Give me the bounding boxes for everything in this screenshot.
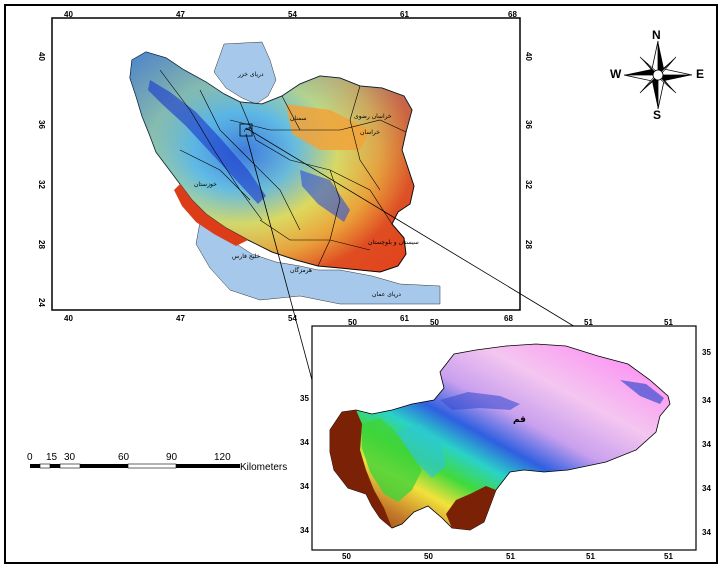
lon-tick-top-3: 54 xyxy=(288,10,297,19)
inset-city-label: قم xyxy=(513,415,526,425)
lat-tick-right-2: 36 xyxy=(523,120,533,129)
compass-west-label: W xyxy=(610,67,622,81)
compass-north-label: N xyxy=(652,28,661,42)
caspian-sea xyxy=(213,41,277,105)
scale-bar xyxy=(30,463,240,469)
connector-line-left xyxy=(245,133,313,381)
label-khorasan-razavi: خراسان رضوی xyxy=(354,113,392,120)
scale-tick-15: 15 xyxy=(46,452,58,463)
scale-tick-90: 90 xyxy=(166,452,178,463)
inset-right-tick-2: 34 xyxy=(702,396,711,405)
inset-bottom-tick-3: 51 xyxy=(506,552,515,561)
lat-tick-left-3: 32 xyxy=(36,180,46,189)
inset-bottom-tick-1: 50 xyxy=(342,552,351,561)
compass-south-label: S xyxy=(653,108,662,122)
cyan-zone xyxy=(396,424,446,478)
inset-bottom-tick-2: 50 xyxy=(424,552,433,561)
lon-tick-bottom-5: 68 xyxy=(504,314,513,323)
lon-tick-top-2: 47 xyxy=(176,10,185,19)
scale-tick-60: 60 xyxy=(118,452,130,463)
label-persian-gulf: خلیج فارس xyxy=(232,253,260,260)
inset-left-tick-4: 34 xyxy=(300,526,309,535)
southwest-highland xyxy=(330,410,392,528)
inset-bottom-tick-4: 51 xyxy=(586,552,595,561)
lon-tick-bottom-2: 47 xyxy=(176,314,185,323)
inset-left-tick-3: 34 xyxy=(300,482,309,491)
east-ridge xyxy=(620,380,664,404)
coastal-lowland xyxy=(174,184,248,246)
label-khorasan: خراسان xyxy=(360,129,380,136)
zagros-ridge xyxy=(148,80,266,204)
label-sistan: سیستان و بلوچستان xyxy=(368,239,419,246)
compass-east-label: E xyxy=(696,67,705,81)
lon-tick-top-5: 68 xyxy=(508,10,517,19)
inset-right-tick-5: 34 xyxy=(702,528,711,537)
inset-top-tick-4: 51 xyxy=(664,318,673,327)
lat-tick-right-4: 28 xyxy=(523,240,533,249)
inset-bottom-tick-5: 51 xyxy=(664,552,673,561)
persian-gulf xyxy=(195,221,441,305)
qom-highlight-box xyxy=(239,123,253,137)
lat-tick-left-2: 36 xyxy=(36,120,46,129)
scale-tick-0: 0 xyxy=(27,452,33,463)
label-caspian: دریای خزر xyxy=(237,71,264,78)
lat-tick-left-5: 24 xyxy=(36,298,46,307)
province-borders xyxy=(159,69,407,267)
label-oman-sea: دریای عمان xyxy=(372,291,401,298)
south-highland xyxy=(446,486,496,530)
inset-left-tick-1: 35 xyxy=(300,394,309,403)
inset-top-tick-2: 50 xyxy=(430,318,439,327)
scale-unit-label: Kilometers xyxy=(240,462,288,473)
lon-tick-bottom-1: 40 xyxy=(64,314,73,323)
inset-right-tick-3: 34 xyxy=(702,440,711,449)
lat-tick-right-3: 32 xyxy=(523,180,533,189)
lat-tick-left-4: 28 xyxy=(36,240,46,249)
lon-tick-bottom-4: 61 xyxy=(400,314,409,323)
inset-top-tick-3: 51 xyxy=(584,318,593,327)
green-zone xyxy=(362,418,422,502)
scale-tick-30: 30 xyxy=(64,452,76,463)
label-khuzestan: خوزستان xyxy=(194,181,217,188)
blue-ridge xyxy=(440,392,520,410)
label-semnan: سمنان xyxy=(290,115,307,122)
central-desert xyxy=(286,104,370,150)
map-frame xyxy=(4,4,718,564)
inset-right-tick-1: 35 xyxy=(702,348,711,357)
scale-tick-120: 120 xyxy=(214,452,231,463)
lon-tick-top-1: 40 xyxy=(64,10,73,19)
lon-tick-top-4: 61 xyxy=(400,10,409,19)
label-hormozgan: هرمزگان xyxy=(290,266,312,274)
north-arrow xyxy=(623,40,693,110)
inset-left-tick-2: 34 xyxy=(300,438,309,447)
inset-right-tick-4: 34 xyxy=(702,484,711,493)
lon-tick-bottom-3: 54 xyxy=(288,314,297,323)
main-map-box xyxy=(51,17,521,311)
lat-tick-right-1: 40 xyxy=(523,52,533,61)
lat-tick-left-1: 40 xyxy=(36,52,46,61)
inset-top-tick-1: 50 xyxy=(348,318,357,327)
